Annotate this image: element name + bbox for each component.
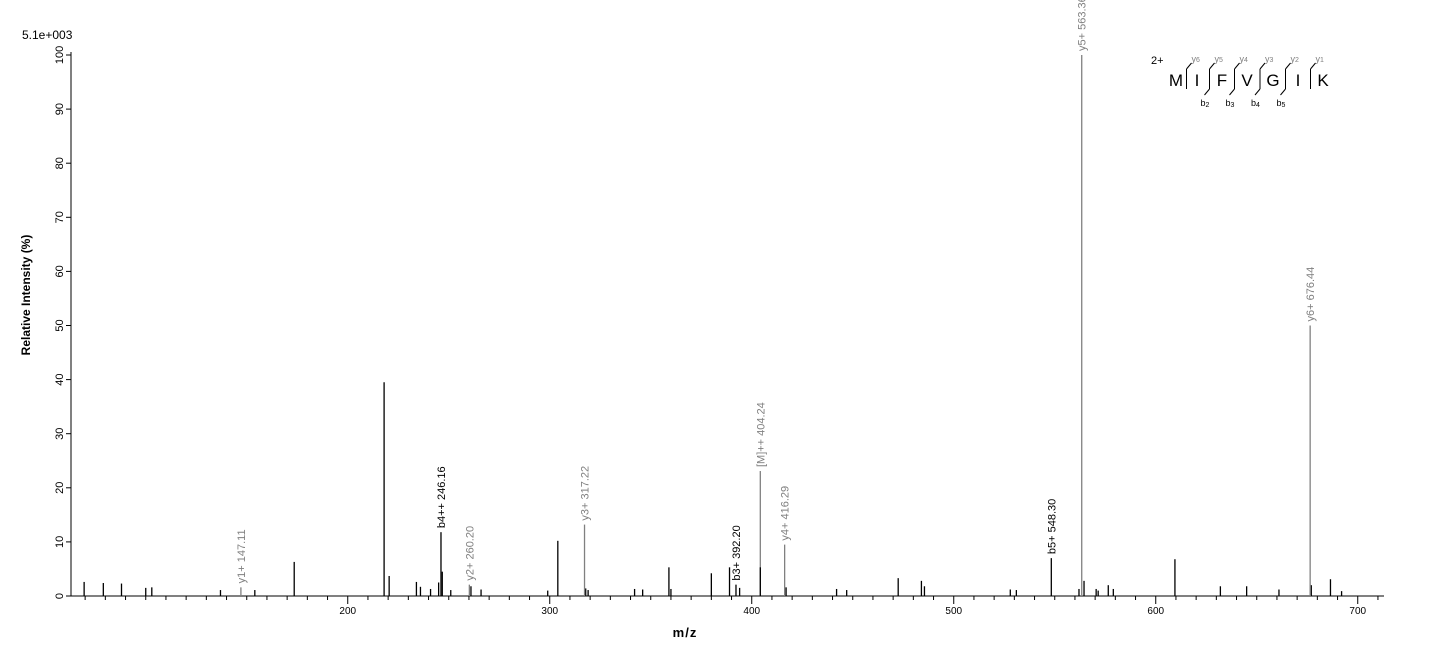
annotated-peak-b4-246-16-label: b4++ 246.16 — [436, 466, 448, 528]
y-ion-number-1: 1 — [1320, 57, 1324, 64]
annotated-peak-y2-260-20-label: y2+ 260.20 — [464, 526, 476, 581]
y-tick-label-20: 20 — [54, 482, 66, 494]
x-tick-label-400: 400 — [743, 606, 760, 617]
b-cleavage-tick-4 — [1254, 88, 1261, 96]
y-cleavage-tick-3 — [1234, 62, 1240, 70]
b-cleavage-tick-3 — [1229, 88, 1235, 96]
b-cleavage-tick-2 — [1204, 88, 1210, 96]
y-tick-label-40: 40 — [54, 373, 66, 385]
b-ion-number-4: 4 — [1256, 102, 1260, 109]
y-ion-number-5: 5 — [1219, 57, 1223, 64]
y-ion-label-1: y1 — [1316, 54, 1325, 64]
y-ion-number-6: 6 — [1196, 57, 1200, 64]
annotated-peak-y3-317-22-label: y3+ 317.22 — [580, 466, 592, 521]
annotated-peak-b5-548-30-label: b5+ 548.30 — [1046, 499, 1058, 554]
y-tick-label-50: 50 — [54, 319, 66, 331]
residue-2: I — [1195, 71, 1200, 90]
y-ion-number-2: 2 — [1295, 57, 1299, 64]
x-tick-label-500: 500 — [945, 606, 962, 617]
y-tick-label-70: 70 — [54, 211, 66, 223]
residue-7: K — [1317, 71, 1329, 90]
y-ion-label-5: y5 — [1215, 54, 1224, 64]
b-cleavage-tick-5 — [1280, 88, 1286, 96]
annotated-peak-y4-416-29-label: y4+ 416.29 — [780, 486, 792, 541]
y-cleavage-tick-5 — [1285, 62, 1291, 70]
residue-4: V — [1241, 71, 1253, 90]
y-tick-label-10: 10 — [54, 536, 66, 548]
x-tick-label-700: 700 — [1349, 606, 1366, 617]
annotated-peak-y5-563-36-label: y5+ 563.36 — [1077, 0, 1089, 51]
y-axis-title: Relative Intensity (%) — [19, 235, 33, 356]
y-tick-label-90: 90 — [54, 103, 66, 115]
residue-1: M — [1169, 71, 1183, 90]
b-ion-label-3: b3 — [1226, 98, 1235, 109]
annotated-peak--M-404-24-label: [M]++ 404.24 — [755, 402, 767, 467]
y-ion-number-3: 3 — [1270, 57, 1274, 64]
residue-5: G — [1266, 71, 1279, 90]
y-cleavage-tick-2 — [1209, 62, 1215, 70]
y-ion-number-4: 4 — [1244, 57, 1248, 64]
annotated-peak-y6-676-44-label: y6+ 676.44 — [1305, 267, 1317, 322]
b-ion-number-2: 2 — [1206, 102, 1210, 109]
residue-3: F — [1217, 71, 1227, 90]
precursor-charge: 2+ — [1151, 55, 1164, 67]
b-ion-label-4: b4 — [1251, 98, 1260, 109]
x-tick-label-200: 200 — [339, 606, 356, 617]
y-tick-label-30: 30 — [54, 428, 66, 440]
y-cleavage-tick-6 — [1310, 62, 1316, 70]
x-axis-title: m/z — [673, 625, 698, 640]
y-tick-label-0: 0 — [54, 593, 66, 599]
y-ion-label-2: y2 — [1291, 54, 1300, 64]
b-ion-number-3: 3 — [1231, 102, 1235, 109]
b-ion-label-5: b5 — [1277, 98, 1286, 109]
y-ion-label-6: y6 — [1192, 54, 1201, 64]
b-ion-label-2: b2 — [1201, 98, 1210, 109]
plot-area: 0 10 20 30 40 50 60 70 80 90 100 200 300 400 500 600 700… — [54, 0, 1384, 617]
y-tick-label-60: 60 — [54, 265, 66, 277]
y-tick-label-80: 80 — [54, 157, 66, 169]
annotated-peak-y1-147-11-label: y1+ 147.11 — [236, 529, 248, 583]
b-ion-number-5: 5 — [1282, 102, 1286, 109]
residue-6: I — [1296, 71, 1301, 90]
y-tick-label-100: 100 — [54, 46, 66, 64]
x-tick-label-300: 300 — [541, 606, 558, 617]
y-ion-label-3: y3 — [1265, 54, 1274, 64]
annotated-peak-b3-392-20-label: b3+ 392.20 — [731, 525, 743, 580]
y-cleavage-tick-4 — [1259, 62, 1266, 70]
y-ion-label-4: y4 — [1240, 54, 1249, 64]
x-tick-label-600: 600 — [1147, 606, 1164, 617]
intensity-scale-label: 5.1e+003 — [22, 28, 73, 42]
y-cleavage-tick-1 — [1186, 62, 1192, 70]
